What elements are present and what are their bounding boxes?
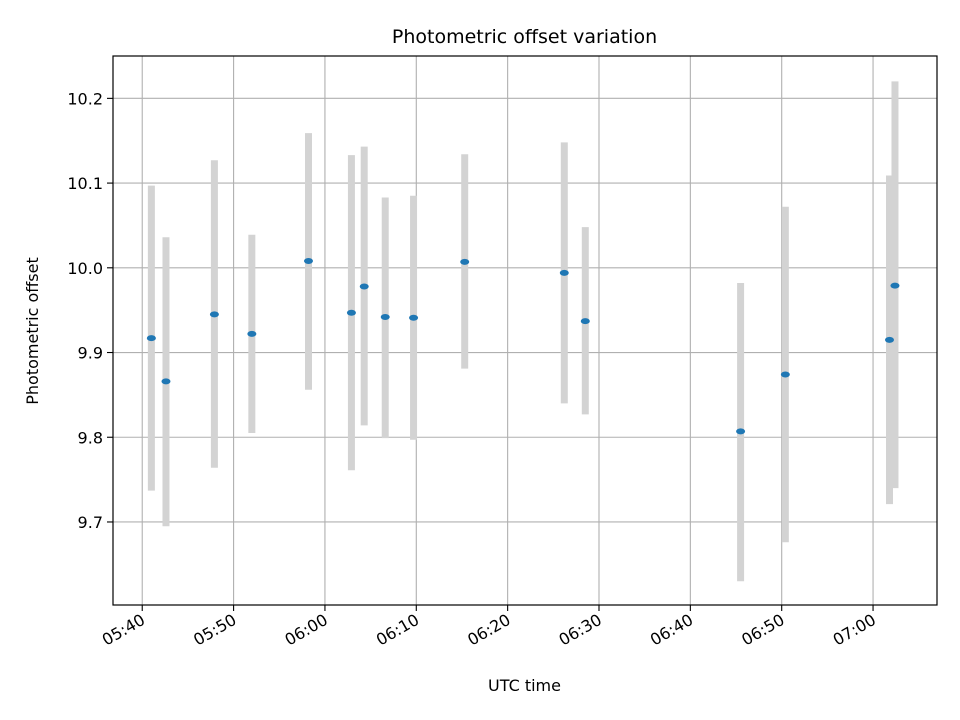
data-point	[736, 428, 746, 435]
y-axis-label: Photometric offset	[23, 257, 42, 405]
data-point	[559, 269, 569, 276]
y-tick-label: 10.1	[67, 174, 103, 193]
data-point	[580, 318, 590, 325]
y-tick-label: 9.9	[78, 344, 103, 363]
y-tick-label: 9.8	[78, 428, 103, 447]
x-axis-label: UTC time	[488, 676, 561, 695]
data-point	[780, 371, 790, 378]
data-point	[161, 378, 171, 385]
chart-title: Photometric offset variation	[392, 26, 657, 48]
data-point	[409, 314, 419, 321]
data-point	[303, 258, 313, 265]
y-tick-label: 10.0	[67, 259, 103, 278]
data-point	[359, 283, 369, 290]
y-tick-label: 9.7	[78, 513, 103, 532]
data-point	[346, 309, 356, 316]
data-point	[209, 311, 219, 318]
y-tick-label: 10.2	[67, 89, 103, 108]
data-point	[146, 335, 156, 342]
y-axis-ticks: 9.7 9.8 9.9 10.0 10.1 10.2	[67, 89, 113, 532]
data-point	[884, 336, 894, 343]
data-point	[247, 330, 257, 337]
data-points	[146, 258, 900, 435]
data-point	[890, 282, 900, 289]
plot-frame	[112, 55, 938, 606]
data-point	[380, 313, 390, 320]
data-point	[460, 258, 470, 265]
